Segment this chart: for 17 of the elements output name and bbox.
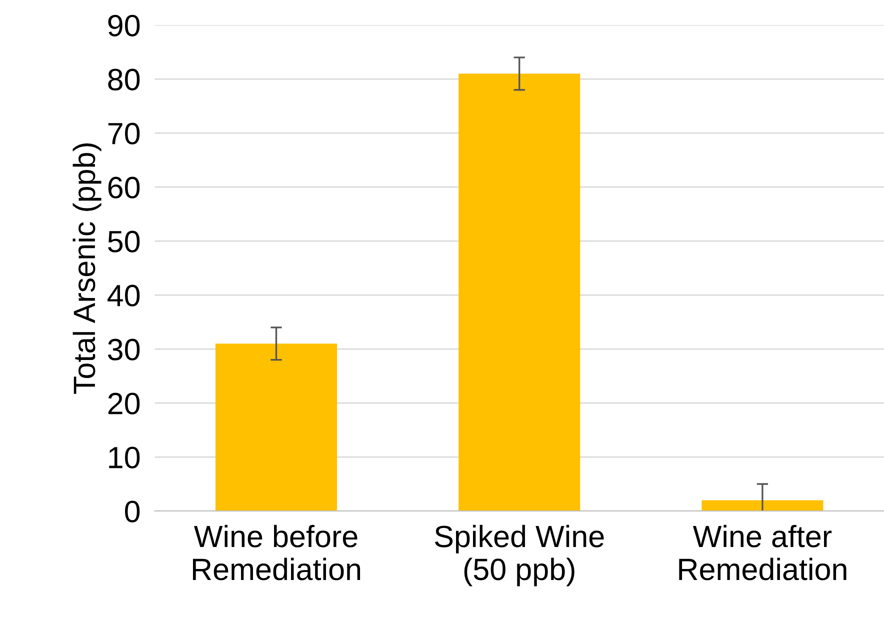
y-tick-label: 90 <box>108 14 140 36</box>
y-tick-label: 20 <box>108 392 140 414</box>
y-tick-label: 40 <box>108 284 140 306</box>
bar <box>458 74 580 512</box>
y-axis-title: Total Arsenic (ppb) <box>72 143 102 394</box>
y-tick-label: 0 <box>125 500 140 522</box>
bar <box>215 344 338 512</box>
y-tick-label: 50 <box>108 230 140 252</box>
y-tick-label: 30 <box>108 338 140 360</box>
x-tick-label: Wine before Remediation <box>192 524 360 580</box>
x-tick-label: Spiked Wine (50 ppb) <box>434 524 604 586</box>
x-tick-label: Wine after Remediation <box>679 524 846 580</box>
bar <box>702 500 824 512</box>
y-tick-label: 80 <box>108 68 140 90</box>
y-tick-label: 10 <box>109 446 140 468</box>
y-tick-label: 60 <box>108 176 140 198</box>
y-tick-label: 70 <box>108 122 140 144</box>
